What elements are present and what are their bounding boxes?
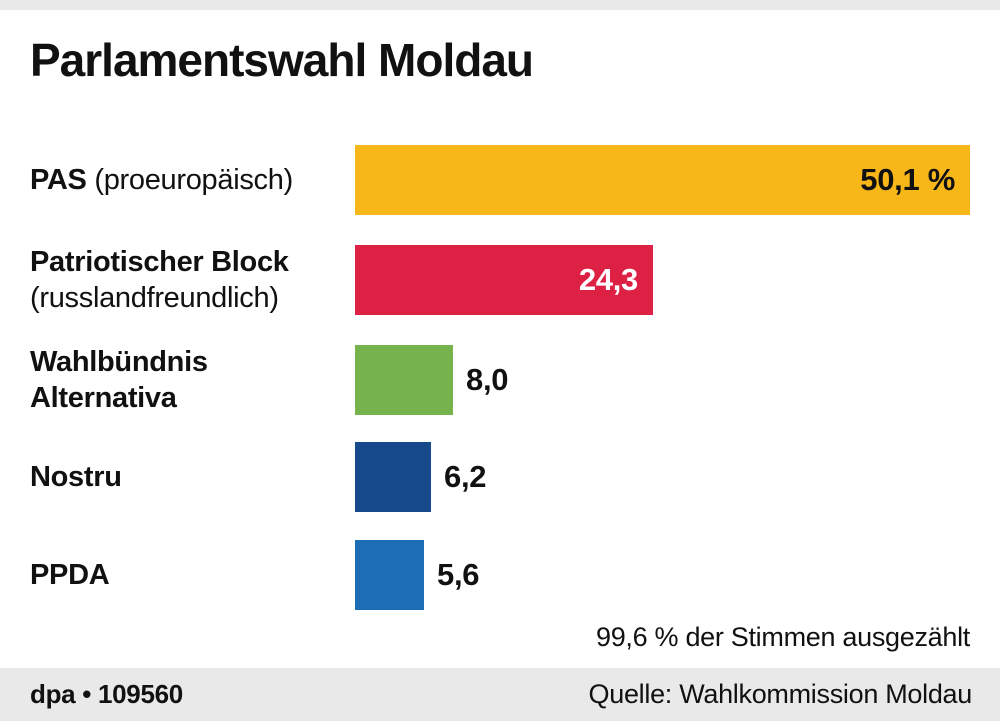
bar-value-ppda: 5,6 <box>437 557 480 592</box>
bar-value-patriotischer-block: 24,3 <box>578 262 638 297</box>
bar-label-patriotischer-block: Patriotischer Block (russlandfreundlich) <box>30 245 348 315</box>
party-descriptor: (russlandfreundlich) <box>30 282 279 314</box>
party-descriptor: (proeuropäisch) <box>86 164 293 196</box>
bar-patriotischer-block: 24,3 <box>355 245 653 315</box>
bar-pas: 50,1 % <box>355 145 970 215</box>
top-accent-strip <box>0 0 1000 10</box>
bar-row-ppda: PPDA 5,6 <box>0 540 1000 610</box>
bar-label-nostru: Nostru <box>30 442 348 512</box>
party-name: PPDA <box>30 559 110 591</box>
party-name-line2: Alternativa <box>30 382 177 414</box>
bar-label-wahlbuendnis-alternativa: Wahlbündnis Alternativa <box>30 345 348 415</box>
bar-row-patriotischer-block: Patriotischer Block (russlandfreundlich)… <box>0 245 1000 315</box>
source-credit: Quelle: Wahlkommission Moldau <box>588 679 973 709</box>
bar-row-pas: PAS (proeuropäisch) 50,1 % <box>0 145 1000 215</box>
party-name-line1: Wahlbündnis <box>30 346 208 378</box>
bar-label-pas: PAS (proeuropäisch) <box>30 145 348 215</box>
bar-value-pas: 50,1 % <box>860 162 955 197</box>
dpa-credit: dpa • 109560 <box>30 679 183 709</box>
bar-wahlbuendnis-alternativa <box>355 345 453 415</box>
bar-value-nostru: 6,2 <box>444 459 487 494</box>
bar-row-wahlbuendnis-alternativa: Wahlbündnis Alternativa 8,0 <box>0 345 1000 415</box>
bar-nostru <box>355 442 431 512</box>
party-name: PAS <box>30 164 87 196</box>
counted-votes-note: 99,6 % der Stimmen ausgezählt <box>595 622 970 652</box>
page-title: Parlamentswahl Moldau <box>30 34 534 86</box>
bar-row-nostru: Nostru 6,2 <box>0 442 1000 512</box>
footer-bar: dpa • 109560 Quelle: Wahlkommission Mold… <box>0 668 1000 721</box>
bar-ppda <box>355 540 424 610</box>
party-name: Nostru <box>30 461 122 493</box>
party-name: Patriotischer Block <box>30 246 289 278</box>
bar-value-wahlbuendnis-alternativa: 8,0 <box>466 362 509 397</box>
bar-label-ppda: PPDA <box>30 540 348 610</box>
